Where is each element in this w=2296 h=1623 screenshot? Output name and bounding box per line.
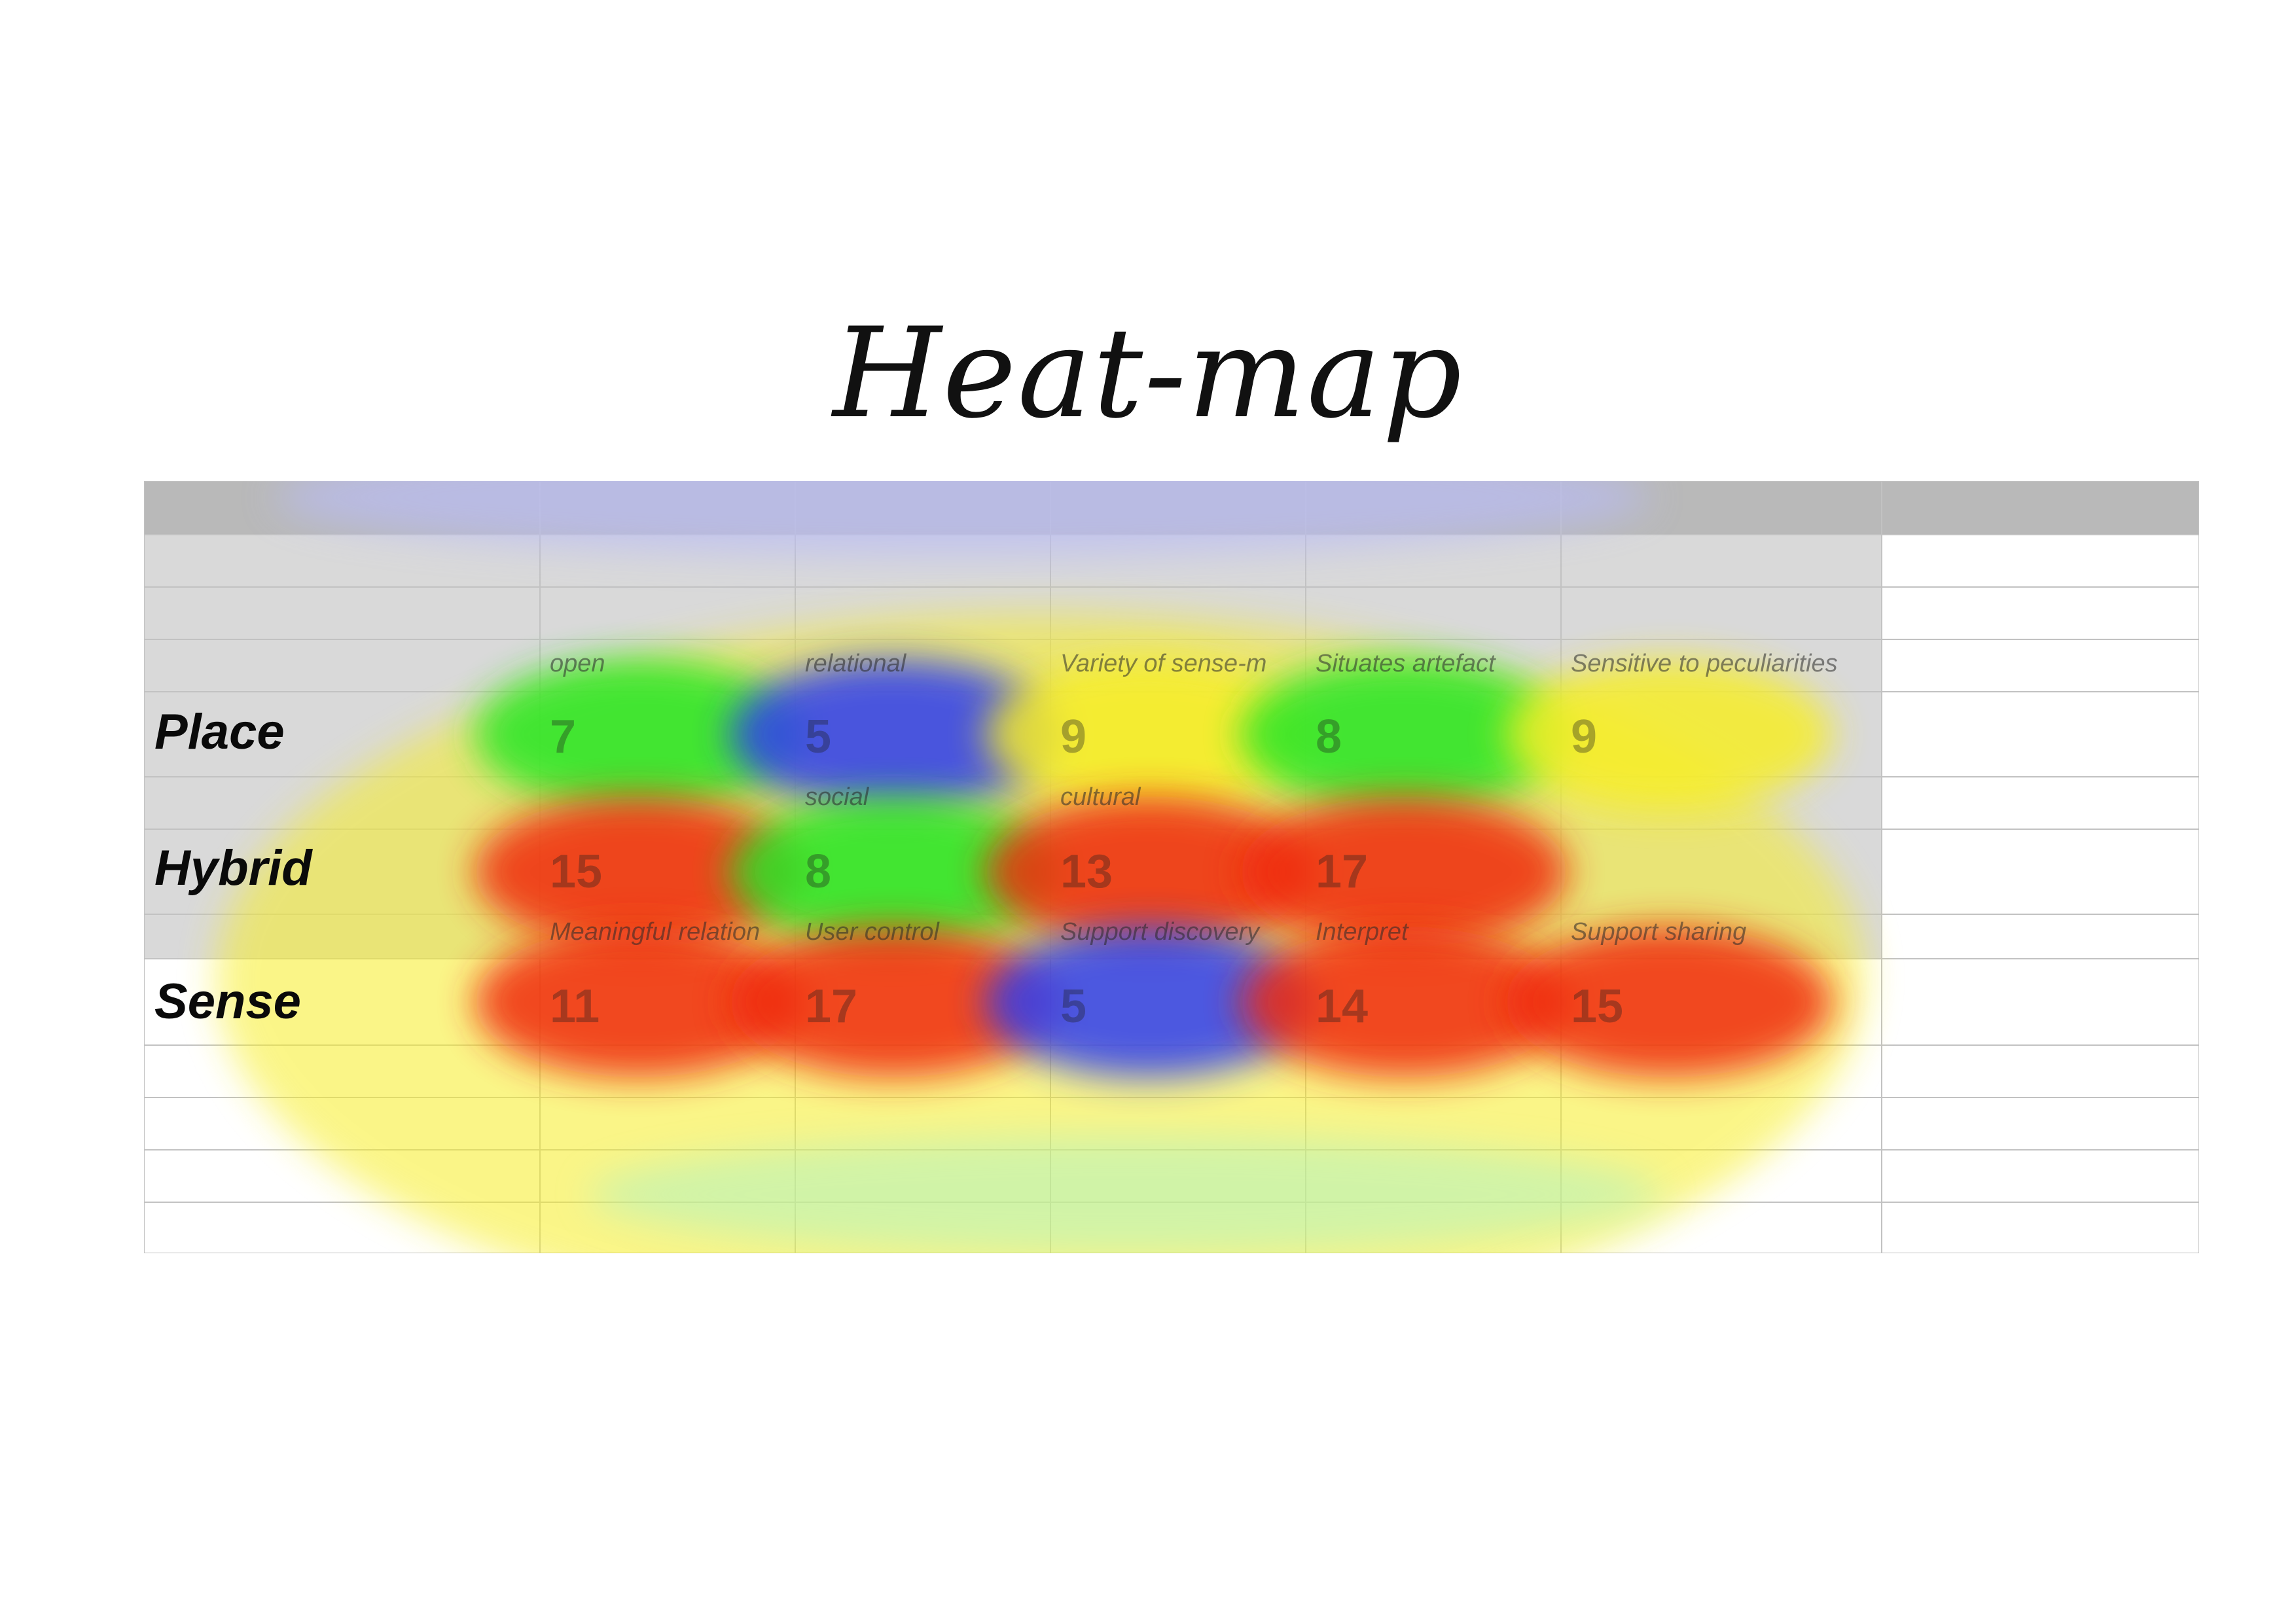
heat-cell-place-0 xyxy=(475,659,802,810)
cell-criterion-label: relational xyxy=(805,650,906,677)
cell-value: 17 xyxy=(805,980,858,1033)
row-label-sense: Sense xyxy=(154,974,301,1029)
heat-halo-mint xyxy=(589,1135,1662,1253)
cell-value: 5 xyxy=(805,711,832,763)
grid-cell xyxy=(1882,829,2199,914)
grid-cell xyxy=(1882,692,2199,777)
cell-criterion-label: Situates artefact xyxy=(1316,650,1496,677)
cell-criterion-label: social xyxy=(805,783,869,811)
cell-value: 8 xyxy=(805,846,832,898)
cell-criterion-label: Support discovery xyxy=(1060,918,1260,946)
cell-value: 15 xyxy=(550,846,603,898)
cell-value: 9 xyxy=(1060,711,1087,763)
grid-cell xyxy=(1882,481,2199,535)
grid-cell xyxy=(1882,587,2199,639)
grid-cell xyxy=(1882,1097,2199,1150)
cell-criterion-label: Support sharing xyxy=(1571,918,1747,946)
heat-cell-place-1 xyxy=(730,659,1057,810)
grid-cell xyxy=(144,535,540,587)
grid-cell xyxy=(1882,1150,2199,1202)
grid-cell xyxy=(1306,587,1561,639)
cell-value: 17 xyxy=(1316,846,1369,898)
heat-cell-place-2 xyxy=(985,659,1312,810)
grid-cell xyxy=(1882,777,2199,829)
cell-value: 8 xyxy=(1316,711,1342,763)
cell-criterion-label: Meaningful relation xyxy=(550,918,761,946)
cell-criterion-label: Interpret xyxy=(1316,918,1408,946)
heat-cell-sense-4 xyxy=(1505,927,1833,1077)
heat-cell-hybrid-0 xyxy=(475,796,802,947)
cell-criterion-label: Variety of sense-m xyxy=(1060,650,1267,677)
grid-cell xyxy=(540,587,795,639)
grid-cell xyxy=(1882,959,2199,1045)
grid-cell xyxy=(1882,639,2199,692)
grid-cell xyxy=(144,639,540,692)
cell-criterion-label: open xyxy=(550,650,605,677)
heat-cell-place-4 xyxy=(1505,659,1833,810)
grid-cell xyxy=(144,587,540,639)
grid-cell xyxy=(1882,1202,2199,1253)
grid-cell xyxy=(1882,1045,2199,1097)
chart-title: Heat-map xyxy=(833,301,1463,446)
heat-cell-place-3 xyxy=(1240,659,1568,810)
heat-cell-sense-1 xyxy=(730,927,1057,1077)
heat-overlay xyxy=(216,481,1865,1253)
heat-cell-hybrid-3 xyxy=(1240,796,1568,947)
heat-cell-sense-2 xyxy=(985,927,1312,1077)
cell-value: 14 xyxy=(1316,980,1369,1033)
cell-criterion-label: User control xyxy=(805,918,939,946)
grid-cell xyxy=(1882,914,2199,959)
heat-halo-lavender xyxy=(275,481,1649,556)
cell-value: 5 xyxy=(1060,980,1087,1033)
cell-value: 9 xyxy=(1571,711,1598,763)
row-label-hybrid: Hybrid xyxy=(154,840,312,896)
cell-value: 11 xyxy=(550,980,600,1033)
cell-value: 13 xyxy=(1060,846,1113,898)
cell-criterion-label: cultural xyxy=(1060,783,1141,811)
heatmap-grid: Place open 7 relational 5 Variety of sense-m 9… xyxy=(144,481,2199,1253)
grid-cell xyxy=(1561,587,1882,639)
cell-value: 7 xyxy=(550,711,577,763)
grid-cell xyxy=(1882,535,2199,587)
cell-criterion-label: Sensitive to peculiarities xyxy=(1571,650,1838,677)
heat-cell-hybrid-2 xyxy=(985,796,1312,947)
row-label-place: Place xyxy=(154,704,285,760)
cell-value: 15 xyxy=(1571,980,1624,1033)
heat-cell-hybrid-1 xyxy=(730,796,1057,947)
grid-cell xyxy=(1561,535,1882,587)
heat-cell-sense-3 xyxy=(1240,927,1568,1077)
heat-cell-sense-0 xyxy=(475,927,802,1077)
